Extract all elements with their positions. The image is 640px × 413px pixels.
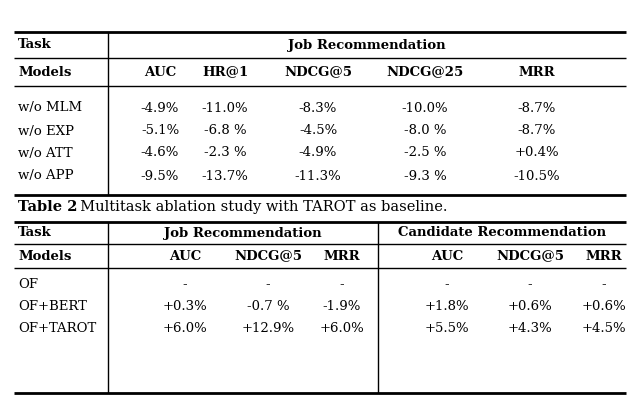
Text: -4.9%: -4.9% [141,102,179,114]
Text: -: - [445,278,449,292]
Text: -: - [266,278,270,292]
Text: -: - [182,278,188,292]
Text: NDCG@5: NDCG@5 [234,249,302,263]
Text: -: - [340,278,344,292]
Text: +4.3%: +4.3% [508,321,552,335]
Text: AUC: AUC [431,249,463,263]
Text: +0.4%: +0.4% [515,147,559,159]
Text: AUC: AUC [169,249,201,263]
Text: -2.5 %: -2.5 % [404,147,446,159]
Text: OF+BERT: OF+BERT [18,299,87,313]
Text: AUC: AUC [144,66,176,78]
Text: Job Recommendation: Job Recommendation [288,38,446,52]
Text: +1.8%: +1.8% [425,299,469,313]
Text: -: - [528,278,532,292]
Text: OF+TAROT: OF+TAROT [18,321,96,335]
Text: -10.5%: -10.5% [514,169,560,183]
Text: -11.0%: -11.0% [202,102,248,114]
Text: MRR: MRR [586,249,622,263]
Text: NDCG@25: NDCG@25 [387,66,463,78]
Text: +12.9%: +12.9% [241,321,294,335]
Text: HR@1: HR@1 [202,66,248,78]
Text: Table 2: Table 2 [18,200,77,214]
Text: Task: Task [18,226,52,240]
Text: Models: Models [18,249,72,263]
Text: MRR: MRR [324,249,360,263]
Text: -13.7%: -13.7% [202,169,248,183]
Text: . Multitask ablation study with TAROT as baseline.: . Multitask ablation study with TAROT as… [71,200,447,214]
Text: +0.6%: +0.6% [582,299,627,313]
Text: -2.3 %: -2.3 % [204,147,246,159]
Text: +0.3%: +0.3% [163,299,207,313]
Text: +0.6%: +0.6% [508,299,552,313]
Text: -9.3 %: -9.3 % [404,169,446,183]
Text: -8.0 %: -8.0 % [404,124,446,138]
Text: -1.9%: -1.9% [323,299,361,313]
Text: -4.5%: -4.5% [299,124,337,138]
Text: Job Recommendation: Job Recommendation [164,226,322,240]
Text: OF: OF [18,278,38,292]
Text: MRR: MRR [518,66,556,78]
Text: -6.8 %: -6.8 % [204,124,246,138]
Text: w/o APP: w/o APP [18,169,74,183]
Text: +6.0%: +6.0% [163,321,207,335]
Text: Candidate Recommendation: Candidate Recommendation [398,226,606,240]
Text: +6.0%: +6.0% [319,321,364,335]
Text: -8.7%: -8.7% [518,124,556,138]
Text: -: - [602,278,606,292]
Text: NDCG@5: NDCG@5 [496,249,564,263]
Text: w/o ATT: w/o ATT [18,147,72,159]
Text: Models: Models [18,66,72,78]
Text: -10.0%: -10.0% [402,102,448,114]
Text: NDCG@5: NDCG@5 [284,66,352,78]
Text: -0.7 %: -0.7 % [246,299,289,313]
Text: -8.7%: -8.7% [518,102,556,114]
Text: +5.5%: +5.5% [425,321,469,335]
Text: -4.6%: -4.6% [141,147,179,159]
Text: -9.5%: -9.5% [141,169,179,183]
Text: w/o EXP: w/o EXP [18,124,74,138]
Text: -8.3%: -8.3% [299,102,337,114]
Text: -4.9%: -4.9% [299,147,337,159]
Text: Task: Task [18,38,52,52]
Text: -11.3%: -11.3% [294,169,341,183]
Text: +4.5%: +4.5% [582,321,627,335]
Text: -5.1%: -5.1% [141,124,179,138]
Text: w/o MLM: w/o MLM [18,102,82,114]
